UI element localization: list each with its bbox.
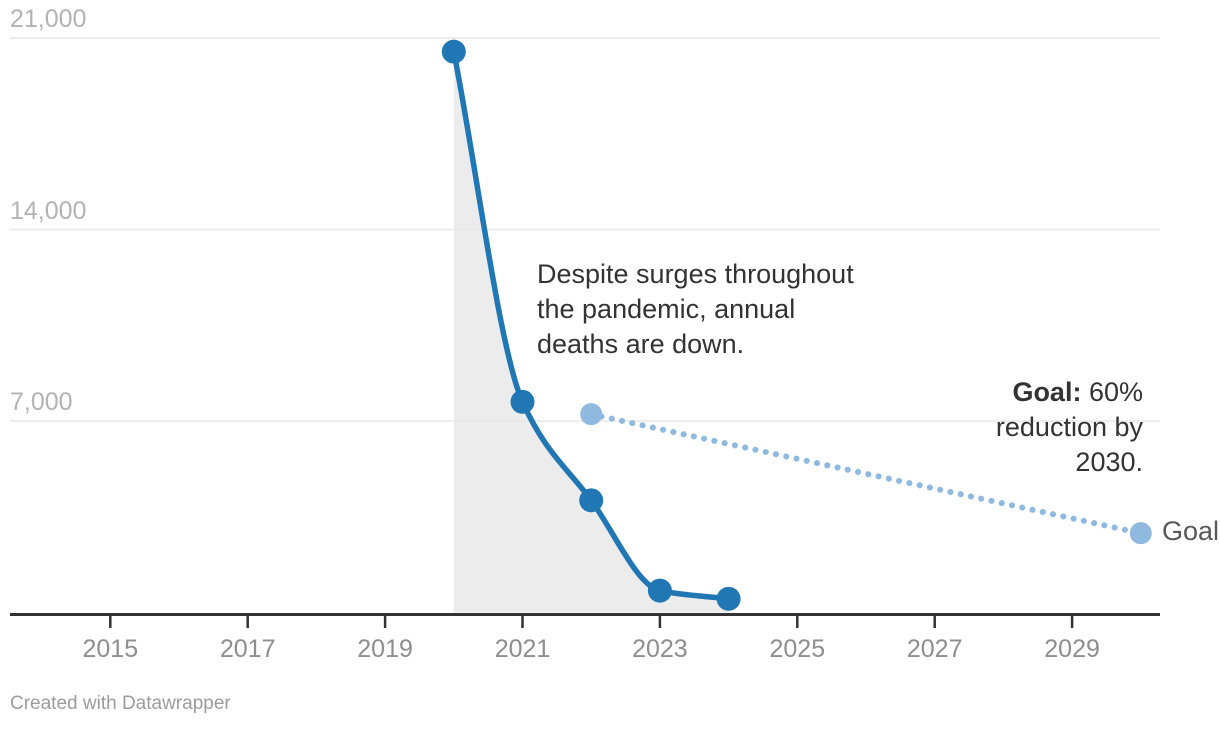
area-fill bbox=[453, 51, 729, 613]
x-axis-label-2029: 2029 bbox=[1044, 635, 1100, 663]
x-axis-label-2017: 2017 bbox=[219, 635, 276, 663]
x-axis-label-2023: 2023 bbox=[632, 635, 688, 663]
annotation-goal-bold-text: Goal: bbox=[1012, 377, 1082, 407]
datawrapper-credit[interactable]: Created with Datawrapper bbox=[10, 693, 231, 714]
data-point-2023 bbox=[647, 578, 672, 603]
goal-point-start bbox=[580, 403, 603, 426]
annotation-goal-rest-text: 60% reduction by 2030. bbox=[995, 377, 1143, 477]
annotation-goal: Goal: 60% reduction by 2030. bbox=[996, 375, 1143, 480]
x-axis-label-2025: 2025 bbox=[769, 635, 826, 663]
y-axis-label-7000: 7,000 bbox=[10, 388, 73, 416]
data-point-2021 bbox=[510, 389, 535, 414]
goal-dotted-line bbox=[588, 411, 1144, 537]
x-axis-label-2019: 2019 bbox=[357, 635, 413, 663]
data-point-2022 bbox=[579, 488, 604, 513]
data-point-2020 bbox=[441, 39, 466, 64]
goal-point-label: Goal bbox=[1162, 516, 1220, 546]
data-point-2024 bbox=[716, 586, 741, 611]
y-axis-label-21000: 21,000 bbox=[10, 5, 87, 33]
x-axis-label-2027: 2027 bbox=[906, 635, 963, 663]
annotation-pandemic: Despite surges throughout the pandemic, … bbox=[537, 259, 854, 359]
y-axis-label-14000: 14,000 bbox=[10, 196, 87, 225]
goal-point-end bbox=[1129, 522, 1152, 545]
x-axis-label-2021: 2021 bbox=[494, 635, 551, 663]
x-axis-label-2015: 2015 bbox=[82, 635, 139, 663]
